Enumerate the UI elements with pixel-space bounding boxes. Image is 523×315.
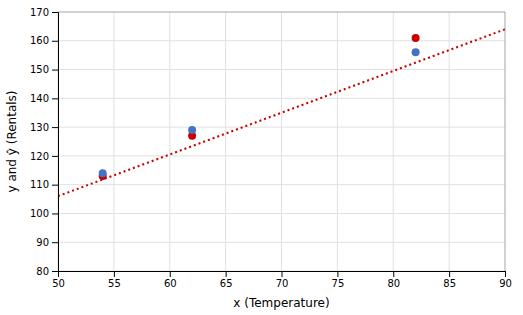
tick-mark <box>52 156 58 157</box>
tick-mark <box>393 271 394 277</box>
grid-line-y <box>58 242 505 243</box>
tick-label: 140 <box>30 93 49 104</box>
grid <box>58 12 505 271</box>
tick-mark <box>52 41 58 42</box>
frame <box>58 12 505 13</box>
chart: 50 55 60 65 70 75 80 85 90 80 90 100 110 120 130 140 150… <box>0 0 523 315</box>
tick-label: 80 <box>387 278 400 289</box>
tick-mark <box>52 242 58 243</box>
grid-line-x <box>505 12 506 271</box>
grid-line-y <box>58 155 505 156</box>
grid-line-x <box>393 12 394 271</box>
tick-mark <box>52 127 58 128</box>
x-axis-title: x (Temperature) <box>233 296 329 310</box>
tick: 140 <box>30 93 58 104</box>
frame <box>505 12 506 271</box>
grid-line-y <box>58 69 505 70</box>
tick-label: 75 <box>332 278 345 289</box>
marks <box>58 29 505 196</box>
tick-label: 120 <box>30 151 49 162</box>
point <box>99 169 107 177</box>
regression-line <box>58 29 505 196</box>
grid-line-y <box>58 213 505 214</box>
tick-label: 130 <box>30 122 49 133</box>
grid-line-x <box>225 12 226 271</box>
point <box>412 34 420 42</box>
tick-mark <box>505 271 506 277</box>
tick-mark <box>226 271 227 277</box>
point-group <box>99 34 420 180</box>
tick-label: 100 <box>30 208 49 219</box>
tick-label: 65 <box>220 278 233 289</box>
grid-line-x <box>337 12 338 271</box>
tick-label: 60 <box>164 278 177 289</box>
grid-line-y <box>58 12 505 13</box>
tick-mark <box>282 271 283 277</box>
tick: 80 <box>387 271 400 289</box>
tick-label: 110 <box>30 179 49 190</box>
tick: 100 <box>30 208 58 219</box>
tick-label: 50 <box>52 278 65 289</box>
tick: 160 <box>30 35 58 46</box>
tick-label: 170 <box>30 7 49 18</box>
tick-mark <box>449 271 450 277</box>
tick: 80 <box>36 266 58 277</box>
point <box>188 126 196 134</box>
tick: 110 <box>30 179 58 190</box>
tick-mark <box>52 12 58 13</box>
tick-label: 70 <box>276 278 289 289</box>
tick-mark <box>52 70 58 71</box>
tick-label: 80 <box>36 266 49 277</box>
tick-label: 55 <box>108 278 121 289</box>
grid-line-y <box>58 40 505 41</box>
tick-label: 90 <box>499 278 512 289</box>
axis-line <box>52 13 59 272</box>
tick: 65 <box>220 271 233 289</box>
grid-line-x <box>281 12 282 271</box>
plot: 50 55 60 65 70 75 80 85 90 80 90 100 110 120 130 140 150… <box>30 7 512 289</box>
tick: 50 <box>52 271 65 289</box>
tick-mark <box>170 271 171 277</box>
grid-line-y <box>58 127 505 128</box>
grid-line-x <box>113 12 114 271</box>
tick-mark <box>52 271 58 272</box>
tick: 55 <box>108 271 121 289</box>
tick: 70 <box>276 271 289 289</box>
tick-label: 150 <box>30 64 49 75</box>
tick-label: 90 <box>36 237 49 248</box>
tick-label: 160 <box>30 35 49 46</box>
point <box>412 48 420 56</box>
y-axis: 80 90 100 110 120 130 140 150 160 170 <box>30 7 59 277</box>
grid-line-x <box>169 12 170 271</box>
tick: 120 <box>30 151 58 162</box>
y-axis-title: y and ŷ (Rentals) <box>5 90 19 192</box>
tick-mark <box>52 98 58 99</box>
tick-label: 85 <box>443 278 456 289</box>
tick: 130 <box>30 122 58 133</box>
grid-line-y <box>58 184 505 185</box>
tick: 90 <box>36 237 58 248</box>
tick: 90 <box>499 271 512 289</box>
x-axis: 50 55 60 65 70 75 80 85 90 <box>52 271 512 289</box>
tick: 85 <box>443 271 456 289</box>
point-group <box>99 48 420 177</box>
tick-mark <box>114 271 115 277</box>
axis-line <box>59 272 506 278</box>
tick-mark <box>52 213 58 214</box>
grid-line-y <box>58 98 505 99</box>
tick: 75 <box>332 271 345 289</box>
tick: 150 <box>30 64 58 75</box>
tick: 170 <box>30 7 58 18</box>
tick-mark <box>52 185 58 186</box>
tick-mark <box>337 271 338 277</box>
tick: 60 <box>164 271 177 289</box>
